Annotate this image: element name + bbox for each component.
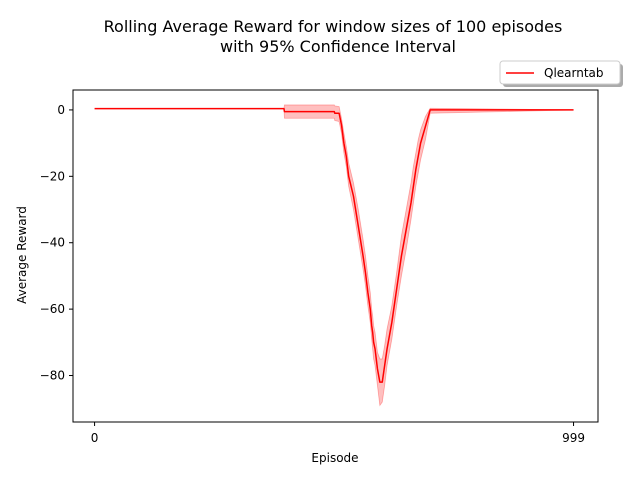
legend: Qlearntab [499, 60, 623, 87]
plot-area [94, 104, 574, 407]
x-axis: 0 999 [91, 422, 585, 445]
legend-box [499, 60, 621, 85]
y-tick-label-0: 0 [57, 103, 65, 117]
chart-title-line2: with 95% Confidence Interval [220, 37, 456, 56]
y-axis: 0 −20 −40 −60 −80 [40, 103, 73, 383]
y-tick-label-1: −20 [40, 169, 65, 183]
confidence-band-0 [94, 104, 574, 407]
series-line-0 [94, 107, 574, 383]
x-tick-label-1: 999 [562, 431, 585, 445]
y-axis-label: Average Reward [15, 206, 29, 304]
y-tick-label-2: −40 [40, 236, 65, 250]
legend-label-qlearntab: Qlearntab [544, 66, 604, 80]
x-axis-label: Episode [311, 451, 358, 465]
y-tick-label-3: −60 [40, 302, 65, 316]
axes-frame [72, 89, 599, 423]
chart-title-line1: Rolling Average Reward for window sizes … [104, 17, 563, 36]
y-tick-label-4: −80 [40, 369, 65, 383]
x-tick-label-0: 0 [91, 431, 99, 445]
